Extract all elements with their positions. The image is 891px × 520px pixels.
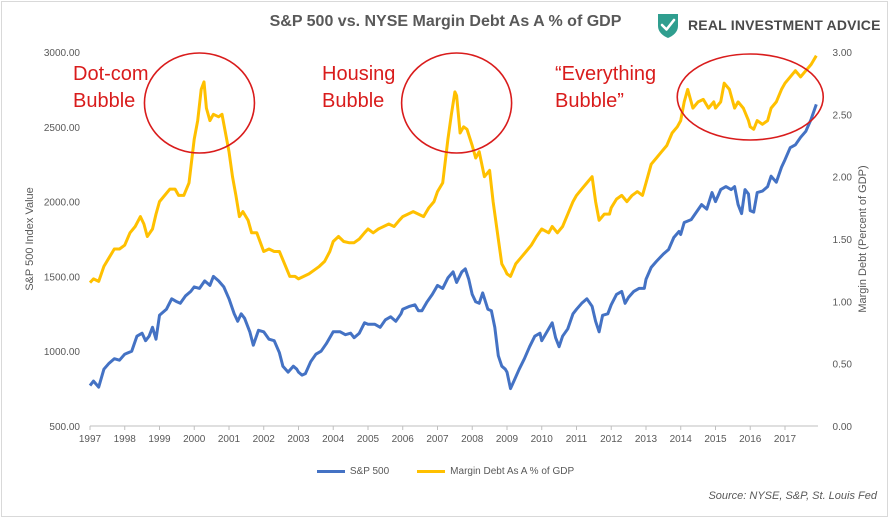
left-axis: 500.00 1000.00 1500.00 2000.00 2500.00 3000.0… — [44, 48, 81, 433]
legend: S&P 500 Margin Debt As A % of GDP — [0, 466, 891, 477]
annotation-layer: Dot-com Bubble Housing Bubble “Everything Bub… — [73, 52, 825, 154]
y2-axis-label: Margin Debt (Percent of GDP) — [857, 165, 869, 312]
y2-tick-label: 2.00 — [833, 173, 853, 184]
brand-logo: REAL INVESTMENT ADVICE — [654, 11, 881, 39]
x-tick-label: 2015 — [704, 434, 727, 445]
chart-title: S&P 500 vs. NYSE Margin Debt As A % of G… — [269, 13, 622, 30]
y2-tick-label: 2.50 — [833, 110, 853, 121]
legend-item-margin-debt[interactable]: Margin Debt As A % of GDP — [417, 466, 574, 477]
x-tick-label: 2003 — [287, 434, 310, 445]
x-tick-label: 2004 — [322, 434, 345, 445]
bubble-label-line1: Dot-com — [73, 63, 149, 85]
x-tick-label: 2012 — [600, 434, 623, 445]
x-tick-label: 1997 — [79, 434, 102, 445]
legend-item-sp500[interactable]: S&P 500 — [316, 466, 390, 477]
bubble-label-line1: “Everything — [555, 63, 656, 85]
margin-debt-series-line — [88, 54, 818, 284]
bubble-circle — [676, 53, 825, 141]
y2-tick-label: 0.50 — [833, 360, 853, 371]
y2-tick-label: 3.00 — [833, 48, 853, 59]
x-tick-label: 2005 — [357, 434, 380, 445]
y-axis-label: S&P 500 Index Value — [24, 187, 36, 291]
x-tick-label: 2014 — [670, 434, 693, 445]
bubble-label-line2: Bubble — [73, 90, 135, 112]
sp500-series-line — [88, 103, 818, 391]
x-tick-label: 1999 — [148, 434, 171, 445]
x-tick-label: 2017 — [774, 434, 797, 445]
bubble-label-line2: Bubble” — [555, 90, 624, 112]
bubble-circle — [400, 52, 513, 154]
x-tick-label: 2000 — [183, 434, 206, 445]
x-tick-label: 2006 — [392, 434, 415, 445]
x-tick-label: 2009 — [496, 434, 519, 445]
y2-tick-label: 1.00 — [833, 297, 853, 308]
bubble-circle — [143, 52, 256, 154]
legend-swatch-sp500 — [316, 470, 345, 473]
x-tick-label: 2001 — [218, 434, 241, 445]
source-note: Source: NYSE, S&P, St. Louis Fed — [708, 490, 877, 502]
bubble-label-line2: Bubble — [322, 90, 384, 112]
bubble-label-line1: Housing — [322, 63, 395, 85]
x-axis: 1997 1998 1999 2000 2001 2002 2003 2004 2005 2006… — [79, 425, 818, 445]
legend-label-sp500: S&P 500 — [349, 466, 390, 477]
y-tick-label: 500.00 — [49, 422, 80, 433]
x-tick-label: 2008 — [461, 434, 484, 445]
brand-name: REAL INVESTMENT ADVICE — [688, 17, 881, 33]
y-tick-label: 2000.00 — [44, 198, 81, 209]
y-tick-label: 3000.00 — [44, 48, 81, 59]
y2-tick-label: 0.00 — [833, 422, 853, 433]
x-tick-label: 2011 — [566, 434, 588, 445]
x-tick-label: 1998 — [114, 434, 137, 445]
shield-logo-icon — [658, 14, 678, 38]
x-tick-label: 2016 — [739, 434, 762, 445]
legend-swatch-margin-debt — [417, 470, 446, 473]
y2-tick-label: 1.50 — [833, 235, 853, 246]
x-tick-label: 2013 — [635, 434, 658, 445]
x-tick-label: 2002 — [253, 434, 276, 445]
series-layer — [88, 54, 818, 391]
right-axis: 0.00 0.50 1.00 1.50 2.00 2.50 3.00 — [833, 48, 853, 433]
x-tick-label: 2007 — [426, 434, 449, 445]
y-tick-label: 1000.00 — [44, 347, 81, 358]
y-tick-label: 2500.00 — [44, 123, 81, 134]
x-tick-label: 2010 — [531, 434, 554, 445]
legend-label-margin-debt: Margin Debt As A % of GDP — [450, 466, 575, 477]
y-tick-label: 1500.00 — [44, 272, 81, 283]
